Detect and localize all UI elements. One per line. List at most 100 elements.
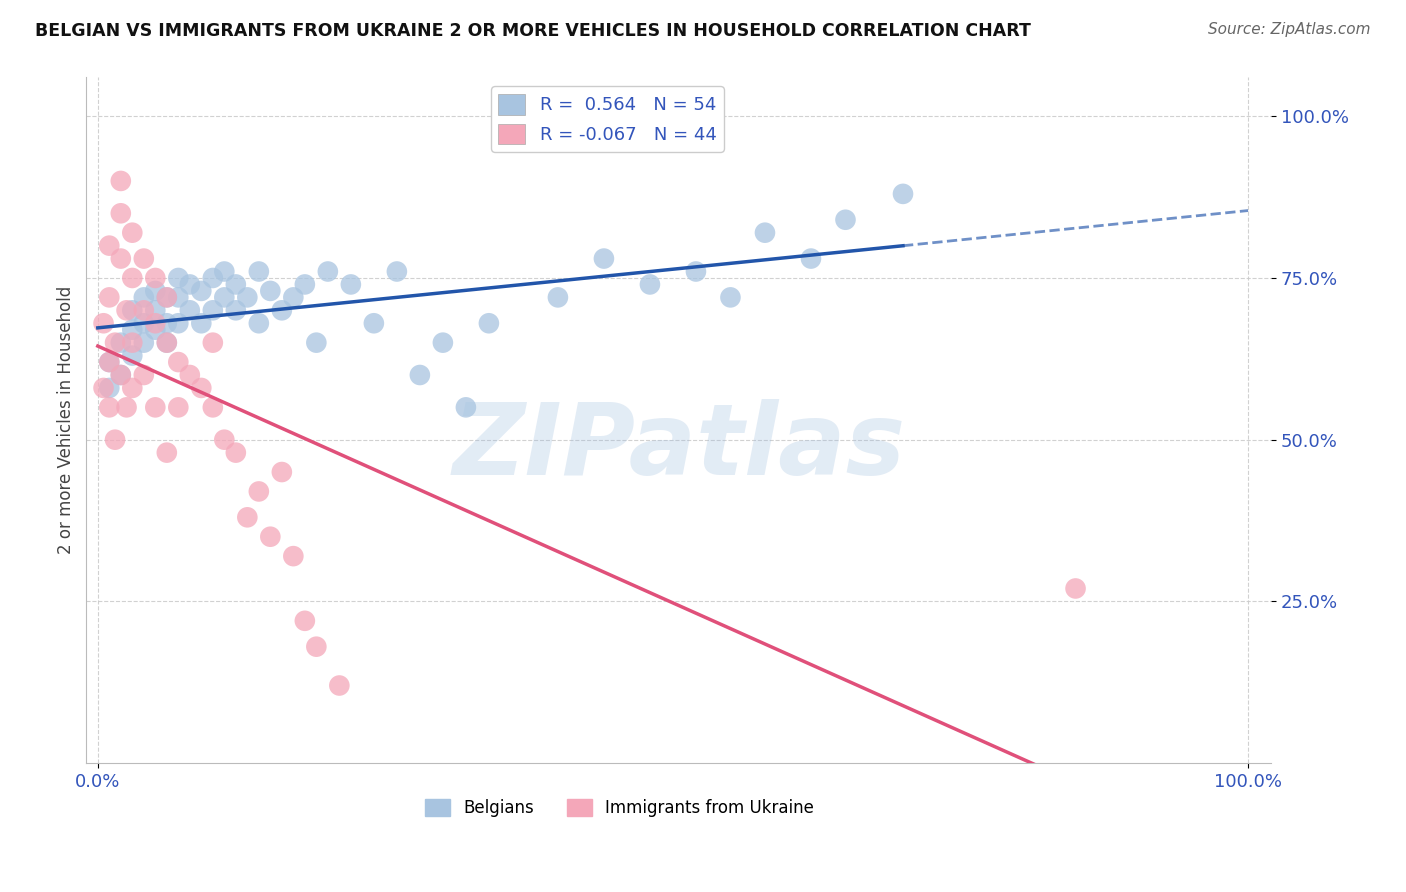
Point bbox=[547, 290, 569, 304]
Point bbox=[121, 335, 143, 350]
Point bbox=[225, 445, 247, 459]
Point bbox=[179, 303, 201, 318]
Point bbox=[259, 530, 281, 544]
Point bbox=[190, 381, 212, 395]
Point bbox=[167, 290, 190, 304]
Point bbox=[236, 290, 259, 304]
Point bbox=[110, 335, 132, 350]
Point bbox=[891, 186, 914, 201]
Point bbox=[93, 381, 115, 395]
Point bbox=[638, 277, 661, 292]
Point bbox=[214, 264, 236, 278]
Point bbox=[720, 290, 742, 304]
Point bbox=[190, 284, 212, 298]
Point bbox=[121, 226, 143, 240]
Point bbox=[247, 264, 270, 278]
Point bbox=[247, 316, 270, 330]
Point bbox=[110, 174, 132, 188]
Point bbox=[236, 510, 259, 524]
Point bbox=[270, 303, 292, 318]
Point bbox=[98, 381, 121, 395]
Point bbox=[167, 355, 190, 369]
Point bbox=[1064, 582, 1087, 596]
Text: BELGIAN VS IMMIGRANTS FROM UKRAINE 2 OR MORE VEHICLES IN HOUSEHOLD CORRELATION C: BELGIAN VS IMMIGRANTS FROM UKRAINE 2 OR … bbox=[35, 22, 1031, 40]
Point bbox=[98, 290, 121, 304]
Point bbox=[201, 401, 224, 415]
Point bbox=[283, 549, 305, 563]
Point bbox=[316, 264, 339, 278]
Point bbox=[225, 277, 247, 292]
Point bbox=[132, 290, 155, 304]
Point bbox=[115, 401, 138, 415]
Point bbox=[167, 316, 190, 330]
Point bbox=[121, 323, 143, 337]
Point bbox=[201, 335, 224, 350]
Point bbox=[143, 303, 166, 318]
Point bbox=[104, 433, 127, 447]
Point bbox=[132, 303, 155, 318]
Point bbox=[225, 303, 247, 318]
Point bbox=[156, 335, 179, 350]
Point bbox=[294, 277, 316, 292]
Point bbox=[143, 284, 166, 298]
Point bbox=[132, 316, 155, 330]
Point bbox=[800, 252, 823, 266]
Point bbox=[167, 401, 190, 415]
Point bbox=[121, 271, 143, 285]
Point bbox=[201, 271, 224, 285]
Point bbox=[98, 401, 121, 415]
Point bbox=[305, 640, 328, 654]
Point bbox=[179, 277, 201, 292]
Point bbox=[110, 252, 132, 266]
Point bbox=[98, 238, 121, 252]
Point bbox=[104, 335, 127, 350]
Point bbox=[121, 349, 143, 363]
Legend: Belgians, Immigrants from Ukraine: Belgians, Immigrants from Ukraine bbox=[418, 792, 821, 823]
Point bbox=[340, 277, 363, 292]
Point bbox=[156, 290, 179, 304]
Point bbox=[593, 252, 616, 266]
Point bbox=[115, 303, 138, 318]
Point bbox=[98, 355, 121, 369]
Point bbox=[156, 290, 179, 304]
Point bbox=[110, 206, 132, 220]
Point bbox=[132, 252, 155, 266]
Point bbox=[363, 316, 385, 330]
Point bbox=[156, 335, 179, 350]
Point bbox=[190, 316, 212, 330]
Point bbox=[454, 401, 477, 415]
Point bbox=[179, 368, 201, 382]
Point bbox=[110, 368, 132, 382]
Point bbox=[93, 316, 115, 330]
Point bbox=[156, 445, 179, 459]
Point bbox=[834, 212, 856, 227]
Point bbox=[143, 316, 166, 330]
Text: ZIPatlas: ZIPatlas bbox=[453, 400, 905, 496]
Point bbox=[132, 335, 155, 350]
Point bbox=[754, 226, 776, 240]
Point bbox=[432, 335, 454, 350]
Point bbox=[214, 290, 236, 304]
Point bbox=[201, 303, 224, 318]
Point bbox=[121, 381, 143, 395]
Point bbox=[98, 355, 121, 369]
Point bbox=[409, 368, 432, 382]
Point bbox=[270, 465, 292, 479]
Point bbox=[685, 264, 707, 278]
Point bbox=[110, 368, 132, 382]
Point bbox=[214, 433, 236, 447]
Point bbox=[328, 679, 350, 693]
Y-axis label: 2 or more Vehicles in Household: 2 or more Vehicles in Household bbox=[58, 286, 75, 555]
Point bbox=[259, 284, 281, 298]
Point bbox=[121, 303, 143, 318]
Point bbox=[143, 323, 166, 337]
Point bbox=[143, 401, 166, 415]
Text: Source: ZipAtlas.com: Source: ZipAtlas.com bbox=[1208, 22, 1371, 37]
Point bbox=[305, 335, 328, 350]
Point bbox=[132, 368, 155, 382]
Point bbox=[478, 316, 501, 330]
Point bbox=[247, 484, 270, 499]
Point bbox=[283, 290, 305, 304]
Point bbox=[385, 264, 408, 278]
Point bbox=[156, 316, 179, 330]
